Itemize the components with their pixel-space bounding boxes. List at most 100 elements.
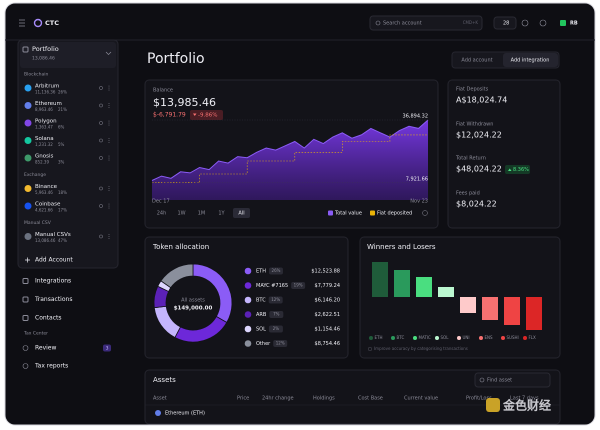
account-icon (24, 137, 32, 144)
info-icon (368, 347, 373, 352)
stats-card (447, 79, 561, 229)
share-pill (291, 282, 306, 289)
stat-label: Total Return (455, 156, 486, 162)
nav-item[interactable]: Transactions (34, 296, 72, 303)
menu-icon[interactable] (19, 19, 25, 27)
account-share: 5% (58, 142, 65, 147)
search-icon (479, 377, 485, 383)
bar (526, 297, 542, 330)
account-name: Binance (35, 184, 58, 190)
watermark: 金色财经 (502, 398, 551, 413)
account-share: 21% (58, 107, 67, 112)
sync-icon[interactable] (99, 186, 103, 191)
token-amount: $1,154.46 (315, 327, 340, 333)
account-icon (24, 102, 32, 109)
token-name: SOL (256, 327, 266, 333)
search-placeholder: Search account (383, 21, 422, 27)
asset-icon (155, 410, 161, 416)
asset-search[interactable] (474, 372, 551, 388)
range-label: 1Y (218, 211, 225, 217)
bar (438, 287, 454, 297)
search-box[interactable] (369, 15, 483, 31)
portfolio-selector[interactable] (20, 42, 116, 68)
column-header: 24hr change (262, 396, 294, 402)
column-header: Last 7 days (510, 396, 539, 402)
range-button[interactable] (233, 208, 250, 218)
settings-icon[interactable] (539, 19, 547, 27)
account-name: Coinbase (35, 202, 61, 208)
nav-icon (22, 315, 29, 321)
token-name: MAYC #7165 (256, 283, 288, 289)
sync-icon[interactable] (99, 204, 103, 208)
legend-label: Fiat deposited (377, 211, 412, 217)
token-name: Other (256, 341, 271, 347)
legend-label: ENS (485, 335, 494, 340)
range-label: 1W (177, 211, 185, 217)
legend-dot (435, 336, 439, 340)
plus-icon (25, 257, 30, 263)
account-icon (24, 202, 32, 210)
legend-swatch (370, 210, 375, 216)
button[interactable] (503, 53, 558, 67)
stat-change: 8.36% (513, 167, 529, 173)
sync-icon[interactable] (99, 156, 103, 160)
nav-item[interactable]: Tax reports (34, 363, 68, 370)
share-pill (269, 311, 284, 318)
nav-item[interactable]: Contacts (35, 315, 61, 322)
token-amount: $12,523.88 (311, 269, 340, 275)
info-icon (422, 210, 428, 216)
bar (416, 277, 432, 297)
search-icon (375, 20, 381, 26)
account-icon (24, 233, 32, 240)
account-share: 3% (58, 160, 65, 165)
account-share: 17% (58, 208, 67, 213)
sync-icon[interactable] (99, 121, 103, 125)
stat-value: $48,024.22 (456, 165, 502, 174)
change-pill (190, 110, 223, 120)
token-name: ARB (256, 312, 267, 318)
help-icon[interactable] (521, 19, 529, 27)
sync-icon[interactable] (99, 103, 103, 108)
share-pill (268, 267, 283, 275)
notifications-button[interactable] (493, 16, 517, 30)
share-pill (268, 296, 283, 304)
add-account[interactable]: Add Account (35, 257, 73, 264)
account-name: Arbitrum (35, 84, 59, 90)
sync-icon[interactable] (99, 138, 103, 143)
legend-label: ETH (375, 335, 383, 340)
section-title: Tax Center (23, 331, 48, 337)
column-header: Asset (153, 396, 167, 402)
stat-label: Fiat Deposits (456, 87, 489, 93)
group-title: Exchange (24, 172, 46, 178)
account-value: 13,086.46 (35, 238, 56, 243)
stat-value: $8,024.22 (456, 200, 497, 209)
nav-item[interactable]: Integrations (35, 278, 71, 285)
sync-icon[interactable] (99, 86, 103, 90)
legend-dot (523, 336, 527, 340)
portfolio-value: 13,086.46 (32, 56, 55, 62)
legend-dot (479, 336, 483, 340)
sync-icon[interactable] (99, 234, 103, 239)
range-label: 24h (157, 211, 167, 217)
share-pill (268, 325, 283, 333)
app-name: CTC (45, 19, 59, 27)
token-icon (244, 296, 252, 304)
account-value: 11,136.36 (35, 90, 56, 95)
account-share: 6% (58, 125, 65, 130)
portfolio-label: Portfolio (32, 45, 59, 53)
legend-label: SOL (441, 335, 450, 340)
sidebar-panel (17, 39, 119, 269)
token-icon (244, 325, 252, 333)
nav-icon (22, 345, 29, 351)
area (152, 120, 428, 200)
legend-label: SUSHI (507, 335, 519, 340)
annotation-label: 36,894.32 (403, 114, 428, 120)
token-icon (244, 311, 252, 318)
nav-item[interactable]: Review (35, 345, 57, 352)
token-name: ETH (256, 269, 266, 275)
account-value: 4,621.66 (35, 208, 53, 213)
line (151, 119, 429, 181)
portfolio-icon (22, 46, 29, 53)
